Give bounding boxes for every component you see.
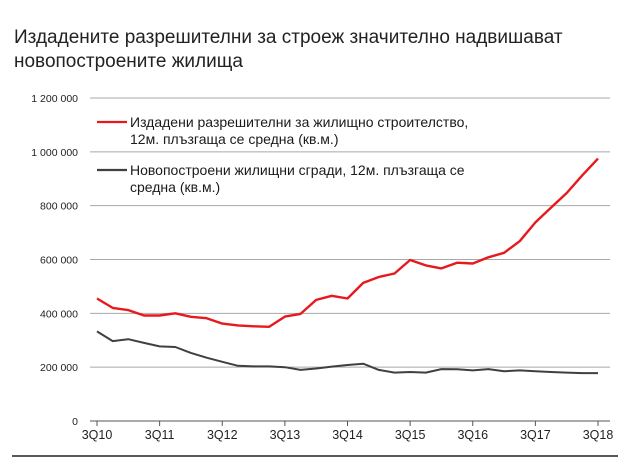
legend-label-permits-line-2: 12м. плъзгаща се средна (кв.м.)	[130, 131, 338, 147]
x-tick-label: 3Q16	[457, 428, 488, 442]
series-lines	[96, 157, 599, 375]
x-tick-label: 3Q11	[145, 428, 175, 442]
x-tick-label: 3Q13	[270, 428, 301, 442]
series-line-permits	[96, 157, 599, 328]
y-axis-tick-labels: 0 200 000 400 000 600 000 800 000 1 000 000 1 …	[31, 93, 78, 428]
y-tick-label: 1 200 000	[31, 93, 78, 105]
y-tick-label: 1 000 000	[31, 147, 78, 159]
x-tick-label: 3Q10	[82, 428, 113, 442]
y-tick-label: 400 000	[40, 308, 78, 320]
legend: Издадени разрешителни за жилищно строите…	[97, 114, 468, 195]
y-tick-label: 200 000	[40, 362, 78, 374]
chart-title: Издадените разрешителни за строеж значит…	[14, 26, 614, 74]
y-tick-label: 0	[72, 416, 78, 428]
x-tick-label: 3Q17	[520, 428, 551, 442]
legend-label-new-buildings-line-1: Новопостроени жилищни сгради, 12м. плъзг…	[130, 162, 465, 178]
x-tick-label: 3Q15	[395, 428, 426, 442]
x-axis-ticks: 3Q10 3Q11 3Q12 3Q13 3Q14 3Q15 3Q16 3Q17 3Q18	[82, 421, 614, 442]
x-tick-label: 3Q14	[332, 428, 363, 442]
y-tick-label: 600 000	[40, 255, 78, 267]
legend-label-permits-line-1: Издадени разрешителни за жилищно строите…	[130, 114, 468, 130]
x-tick-label: 3Q12	[207, 428, 238, 442]
x-tick-label: 3Q18	[583, 428, 614, 442]
series-line-new-buildings	[96, 330, 598, 375]
chart-title-line-1: Издадените разрешителни за строеж значит…	[14, 27, 563, 48]
y-tick-label: 800 000	[40, 201, 78, 213]
legend-label-new-buildings-line-2: средна (кв.м.)	[130, 179, 220, 195]
chart-title-line-2: новопостроените жилища	[14, 51, 243, 72]
